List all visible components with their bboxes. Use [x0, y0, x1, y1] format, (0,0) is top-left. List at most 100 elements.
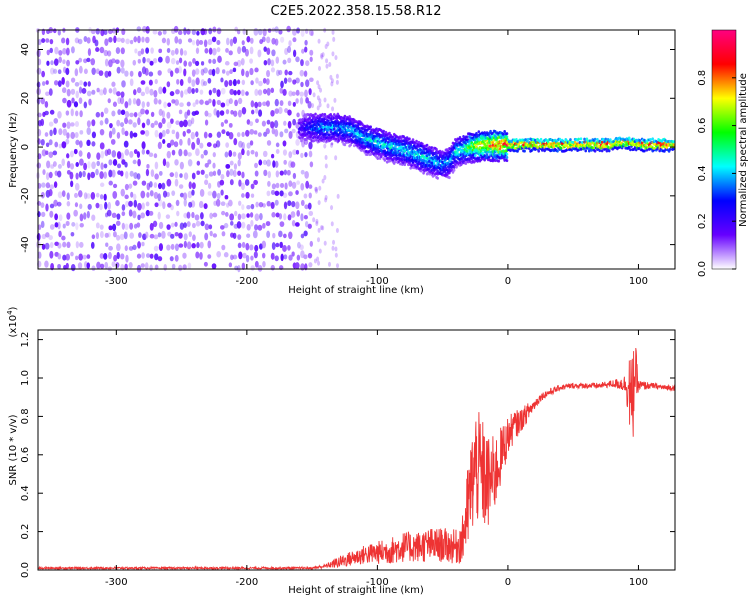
snr-frame — [37, 329, 676, 571]
noise-cell — [136, 151, 141, 158]
noise-cell — [334, 155, 338, 161]
noise-cell — [307, 101, 312, 109]
noise-cell — [140, 190, 146, 199]
noise-cell — [53, 181, 58, 189]
noise-cell — [223, 252, 229, 258]
noise-cell — [270, 109, 275, 117]
noise-cell — [169, 91, 175, 97]
signal-cell — [590, 148, 593, 152]
noise-cell — [291, 251, 295, 257]
noise-cell — [304, 46, 308, 53]
noise-cell — [295, 98, 299, 104]
noise-cell — [54, 170, 58, 176]
noise-cell — [104, 117, 109, 125]
noise-cell — [216, 131, 222, 138]
noise-cell — [112, 190, 118, 199]
noise-cell — [83, 36, 88, 43]
signal-cell — [323, 112, 327, 116]
noise-cell — [175, 131, 180, 140]
noise-cell — [103, 29, 108, 35]
noise-cell — [174, 159, 179, 166]
noise-cell — [108, 225, 113, 231]
noise-cell — [58, 128, 63, 136]
noise-cell — [249, 46, 254, 55]
noise-cell — [241, 241, 246, 249]
noise-cell — [152, 29, 158, 35]
noise-cell — [196, 160, 201, 166]
noise-cell — [111, 169, 116, 178]
noise-cell — [58, 50, 63, 56]
signal-cell — [477, 157, 481, 161]
noise-cell — [46, 160, 51, 169]
signal-cell — [352, 144, 356, 148]
noise-cell — [196, 242, 200, 249]
noise-cell — [166, 121, 172, 129]
noise-cell — [216, 47, 221, 53]
noise-cell — [303, 193, 308, 199]
noise-cell — [116, 151, 122, 159]
noise-cell — [45, 232, 50, 238]
noise-cell — [250, 183, 255, 190]
noise-cell — [74, 202, 79, 208]
noise-cell — [279, 131, 284, 138]
noise-cell — [87, 203, 92, 210]
noise-cell — [250, 255, 254, 261]
noise-cell — [158, 199, 163, 207]
noise-cell — [57, 242, 62, 249]
noise-cell — [88, 98, 92, 106]
noise-cell — [220, 201, 226, 206]
noise-cell — [124, 117, 129, 125]
noise-cell — [157, 232, 162, 238]
noise-cell — [70, 251, 74, 257]
noise-cell — [111, 150, 117, 158]
signal-cell — [539, 137, 543, 141]
noise-cell — [190, 117, 195, 125]
noise-cell — [166, 111, 171, 119]
noise-cell — [249, 67, 254, 76]
noise-cell — [288, 70, 293, 76]
noise-cell — [144, 129, 150, 137]
noise-cell — [124, 111, 130, 118]
noise-cell — [191, 211, 195, 219]
noise-cell — [99, 230, 104, 239]
noise-cell — [170, 222, 175, 228]
noise-cell — [303, 230, 308, 237]
noise-cell — [161, 182, 166, 190]
noise-cell — [53, 68, 58, 74]
noise-cell — [275, 242, 280, 248]
noise-cell — [150, 111, 155, 117]
noise-cell — [149, 60, 154, 66]
noise-cell — [308, 150, 313, 158]
noise-cell — [136, 222, 141, 228]
noise-cell — [107, 70, 112, 77]
noise-cell — [266, 87, 271, 96]
noise-cell — [161, 129, 166, 138]
signal-cell — [297, 130, 301, 134]
noise-cell — [113, 254, 118, 262]
noise-cell — [253, 251, 258, 259]
noise-cell — [315, 186, 319, 192]
noise-cell — [271, 37, 276, 45]
noise-cell — [292, 101, 296, 107]
noise-cell — [195, 60, 200, 66]
snr-y-ticks: 0.0 0.2 0.4 0.6 0.8 1.0 1.2 — [20, 332, 675, 578]
noise-cell — [246, 224, 251, 231]
noise-cell — [162, 86, 167, 94]
noise-cell — [228, 98, 233, 105]
noise-cell — [119, 233, 125, 241]
noise-cell — [307, 252, 313, 259]
signal-cell — [473, 153, 477, 157]
noise-cell — [270, 189, 276, 195]
noise-cell — [217, 168, 222, 176]
noise-cell — [183, 222, 187, 229]
colorbar-tick-label: 0.2 — [697, 213, 708, 229]
noise-cell — [66, 201, 71, 207]
noise-cell — [70, 131, 76, 140]
noise-cell — [261, 120, 266, 127]
noise-cell — [124, 263, 128, 271]
noise-cell — [320, 52, 324, 58]
noise-cell — [96, 261, 101, 269]
noise-cell — [275, 149, 280, 155]
noise-cell — [125, 171, 129, 179]
noise-cell — [178, 109, 183, 115]
